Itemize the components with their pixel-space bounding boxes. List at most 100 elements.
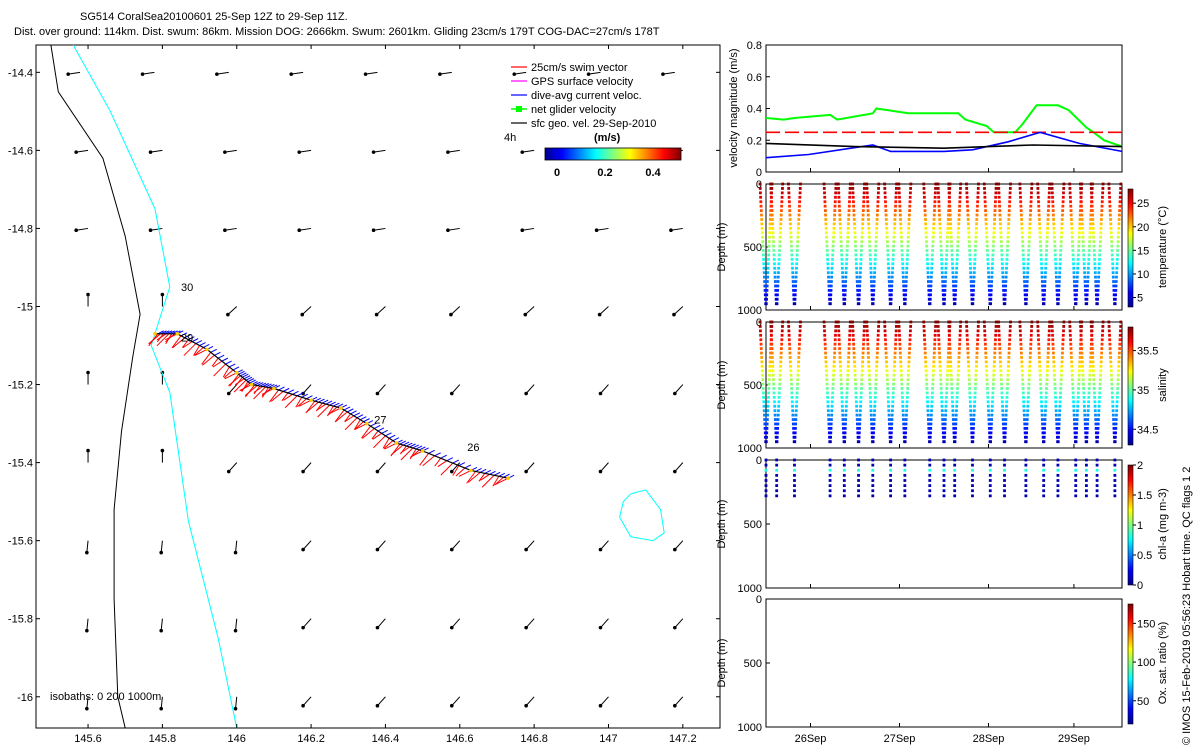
profile-sample [1046,213,1050,217]
profile-sample [1005,395,1009,399]
profile-sample [1036,187,1040,190]
profile-sample [1090,342,1094,346]
profile-sample [839,382,843,386]
swim-vector [326,405,334,417]
profile-sample [900,391,904,395]
swim-vector [212,360,223,368]
profile-sample [1068,191,1072,195]
profile-sample [793,302,797,306]
profile-sample [857,431,861,435]
profile-sample [787,195,791,199]
profile-sample [1096,422,1100,426]
dac-vector [363,418,370,423]
profile-sample [1088,369,1092,373]
profile-sample [891,253,895,257]
profile-sample [869,271,873,275]
profile-sample [970,289,973,292]
swim-vector [327,406,338,416]
geo-vector-head [512,72,517,76]
profile-sample [1089,222,1092,226]
profile-sample [909,329,912,333]
profile-sample [1054,404,1058,408]
profile-sample [976,342,979,346]
profile-sample [1081,378,1085,382]
profile-sample [1057,435,1060,439]
profile-sample [875,360,879,364]
dac-vector [415,445,423,450]
profile-sample [994,325,998,328]
profile-sample [863,182,866,186]
profile-sample [940,266,944,270]
profile-sample [767,244,771,248]
profile-sample [922,325,926,328]
profile-sample [1070,356,1073,359]
profile-sample [858,418,862,421]
profile-sample [993,351,997,355]
profile-sample [1084,427,1087,430]
profile-sample [985,373,989,377]
profile-sample [1026,404,1030,408]
profile-sample [771,226,775,230]
profile-sample [906,235,910,239]
profile-sample [1044,262,1048,266]
profile-sample [909,320,913,324]
geo-vector [76,227,89,231]
profile-sample [942,468,946,472]
profile-sample [861,226,864,230]
profile-sample [890,271,894,275]
profile-sample [827,413,830,417]
profile-sample [1111,409,1115,413]
profile-sample [1076,409,1079,413]
profile-sample [765,297,768,301]
profile-sample [867,235,871,239]
profile-sample [999,373,1003,377]
profile-sample [781,320,785,324]
time-tick-label: 29Sep [1058,733,1090,745]
profile-sample [860,235,864,239]
profile-sample [778,244,782,248]
profile-sample [932,218,936,221]
profile-sample [971,468,974,472]
profile-sample [975,351,979,355]
profile-sample [852,347,856,350]
profile-sample [853,235,857,239]
profile-sample [1025,422,1029,426]
profile-sample [1024,435,1028,439]
profile-sample [1091,364,1095,368]
profile-sample [1068,182,1072,186]
profile-sample [986,391,990,395]
profile-sample [1092,378,1096,382]
profile-sample [796,240,800,244]
geo-vector [600,618,609,629]
profile-sample [947,191,951,195]
profile-sample [860,382,864,386]
profile-sample [942,484,946,487]
profile-sample [1059,382,1063,386]
profile-sample [761,240,765,244]
profile-sample [1076,391,1080,395]
profile-sample [1072,413,1076,417]
profile-sample [948,209,952,212]
dac-vector [265,383,272,388]
profile-sample [845,249,849,252]
profile-sample [789,364,792,368]
profile-sample [951,413,955,417]
profile-sample [851,320,854,324]
dac-vector [360,416,367,421]
profile-sample [886,253,890,257]
profile-sample [1061,351,1064,355]
profile-sample [897,329,901,333]
profile-sample [955,266,959,270]
profile-sample [907,226,911,230]
profile-sample [1110,387,1114,390]
profile-sample [1042,489,1046,493]
profile-sample [1113,435,1117,439]
profile-sample [930,409,933,413]
profile-sample [954,280,958,283]
profile-sample [966,347,970,350]
profile-sample [972,284,976,288]
profile-sample [971,473,974,477]
profile-sample [854,400,858,404]
profile-sample [1050,191,1054,195]
profile-sample [793,293,797,297]
